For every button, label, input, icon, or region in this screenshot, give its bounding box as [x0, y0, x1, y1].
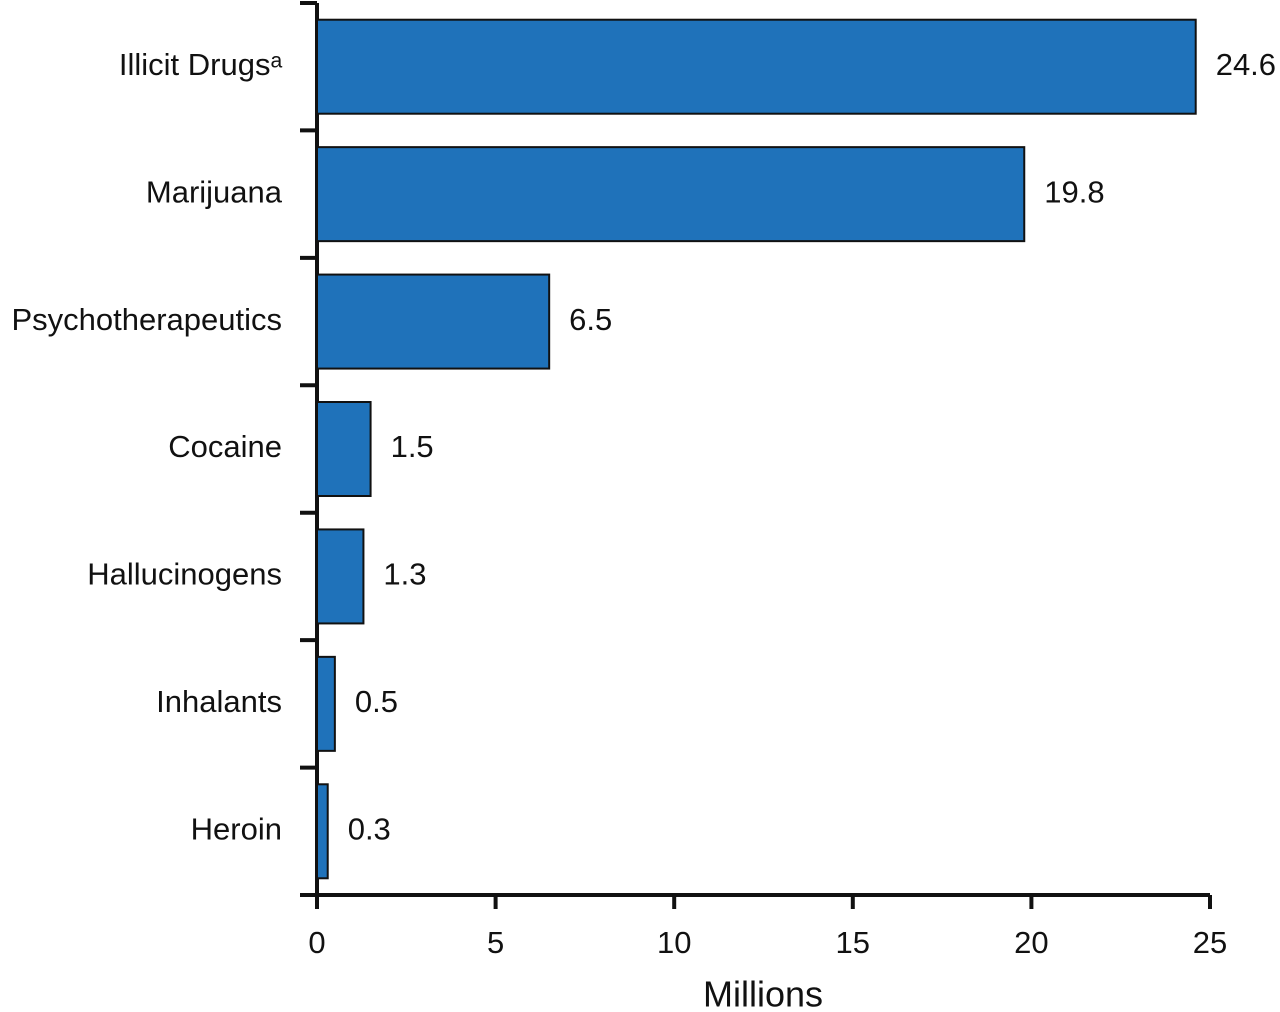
x-tick-label: 15 — [836, 925, 870, 960]
bar — [316, 18, 1197, 115]
bar — [316, 783, 329, 880]
x-tick-label: 0 — [308, 925, 325, 960]
x-axis-label: Millions — [703, 974, 823, 1012]
y-tick-label: Psychotherapeutics — [11, 302, 282, 337]
x-tick-label: 5 — [487, 925, 504, 960]
bar — [316, 273, 551, 370]
value-label: 19.8 — [1044, 174, 1104, 209]
x-tick-label: 25 — [1193, 925, 1227, 960]
y-tick-label: Heroin — [191, 811, 282, 846]
y-tick-label: Cocaine — [168, 429, 282, 464]
value-label: 1.5 — [391, 429, 434, 464]
value-label: 0.5 — [355, 684, 398, 719]
bar — [316, 528, 365, 625]
value-label: 0.3 — [348, 811, 391, 846]
value-label: 6.5 — [569, 302, 612, 337]
bar — [316, 146, 1026, 243]
y-tick-label: Illicit Drugsᵃ — [119, 47, 283, 82]
y-tick-label: Hallucinogens — [87, 557, 282, 592]
x-tick-label: 20 — [1014, 925, 1048, 960]
y-tick-label: Marijuana — [146, 174, 283, 209]
value-label: 24.6 — [1216, 47, 1276, 82]
x-tick-label: 10 — [657, 925, 691, 960]
y-tick-label: Inhalants — [156, 684, 282, 719]
value-label: 1.3 — [383, 557, 426, 592]
bar — [316, 401, 372, 497]
bar — [316, 655, 336, 752]
